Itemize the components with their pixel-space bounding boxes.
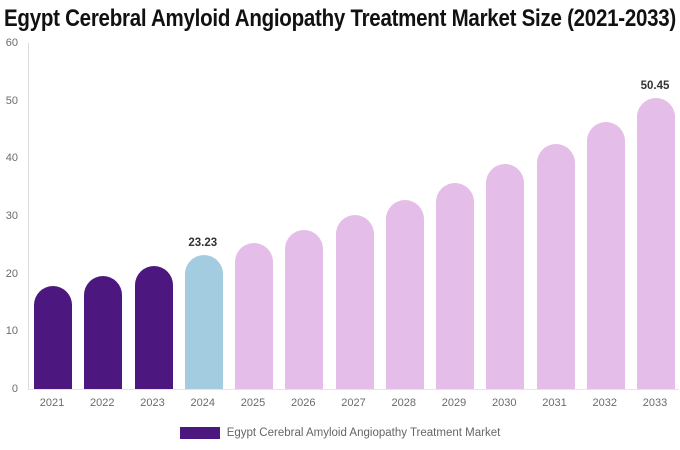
chart-title: Egypt Cerebral Amyloid Angiopathy Treatm… — [4, 5, 676, 32]
x-tick-label-2021: 2021 — [39, 397, 65, 409]
y-tick-label: 0 — [11, 383, 18, 395]
bar-2028 — [385, 199, 424, 389]
bar-2026 — [285, 229, 324, 389]
y-tick-label: 40 — [5, 152, 18, 165]
x-tick-label-2032: 2032 — [592, 397, 617, 409]
y-tick-label: 50 — [5, 94, 18, 107]
x-tick-label-2024: 2024 — [190, 397, 215, 409]
bar-2023 — [134, 266, 173, 389]
y-tick-label: 60 — [5, 37, 18, 49]
x-tick-label-2026: 2026 — [291, 397, 316, 409]
x-tick-label-2028: 2028 — [391, 397, 416, 409]
y-tick-label: 30 — [5, 210, 18, 222]
bar-2033 — [637, 98, 675, 389]
bar-2029 — [436, 182, 474, 389]
x-tick-label-2033: 2033 — [642, 397, 668, 409]
bar-2021 — [34, 285, 72, 389]
bar-value-label-2033: 50.45 — [640, 80, 670, 93]
y-tick-label: 20 — [5, 267, 18, 280]
bar-2030 — [486, 164, 525, 389]
x-tick-label-2025: 2025 — [240, 397, 266, 409]
bar-value-label-2024: 23.23 — [188, 237, 218, 250]
bar-2025 — [235, 243, 273, 389]
x-tick-label-2029: 2029 — [441, 397, 467, 409]
bar-2022 — [84, 276, 123, 389]
plot-area — [28, 43, 679, 390]
bar-2031 — [536, 144, 575, 389]
legend: Egypt Cerebral Amyloid Angiopathy Treatm… — [0, 424, 680, 442]
x-tick-label-2030: 2030 — [492, 397, 517, 409]
bar-2027 — [335, 215, 374, 389]
legend-swatch — [179, 427, 220, 439]
bar-2024 — [184, 255, 223, 389]
x-tick-label-2031: 2031 — [542, 397, 567, 409]
x-tick-label-2023: 2023 — [140, 397, 165, 409]
y-tick-label: 10 — [5, 325, 18, 338]
legend-label: Egypt Cerebral Amyloid Angiopathy Treatm… — [226, 427, 501, 439]
x-tick-label-2027: 2027 — [341, 397, 366, 409]
bar-2032 — [586, 121, 625, 389]
x-tick-label-2022: 2022 — [90, 397, 115, 409]
